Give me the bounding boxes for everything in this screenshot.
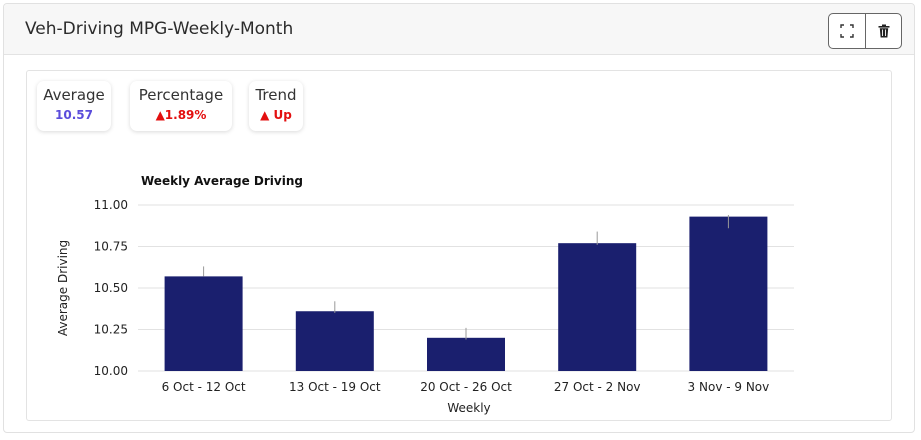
widget-card: Veh-Driving MPG-Weekly-Month Average bbox=[3, 3, 915, 433]
x-tick-label: 13 Oct - 19 Oct bbox=[289, 380, 381, 394]
kpi-percentage: Percentage ▲1.89% bbox=[130, 81, 232, 131]
expand-button[interactable] bbox=[829, 14, 865, 48]
x-tick-label: 3 Nov - 9 Nov bbox=[688, 380, 770, 394]
card-header: Veh-Driving MPG-Weekly-Month bbox=[4, 4, 914, 55]
bar-chart: Weekly Average Driving 10.0010.2510.5010… bbox=[56, 174, 794, 415]
kpi-trend-value: ▲ Up bbox=[260, 108, 292, 122]
y-tick-label: 11.00 bbox=[94, 198, 128, 212]
delete-button[interactable] bbox=[865, 14, 901, 48]
chart-panel: Average 10.57 Percentage ▲1.89% Trend ▲ … bbox=[26, 70, 892, 421]
x-axis-ticks: 6 Oct - 12 Oct 13 Oct - 19 Oct 20 Oct - 26… bbox=[162, 380, 770, 394]
y-tick-label: 10.25 bbox=[94, 323, 128, 337]
y-tick-label: 10.75 bbox=[94, 240, 128, 254]
y-tick-label: 10.50 bbox=[94, 281, 128, 295]
bar bbox=[689, 216, 768, 371]
header-actions bbox=[828, 13, 902, 49]
y-tick-label: 10.00 bbox=[94, 364, 128, 378]
x-tick-label: 20 Oct - 26 Oct bbox=[420, 380, 512, 394]
kpi-average-label: Average bbox=[43, 86, 105, 104]
chart-bars bbox=[164, 214, 768, 371]
kpi-average: Average 10.57 bbox=[37, 81, 111, 131]
kpi-average-value: 10.57 bbox=[55, 108, 93, 122]
chart-gridlines bbox=[138, 204, 794, 372]
kpi-trend: Trend ▲ Up bbox=[249, 81, 303, 131]
kpi-percentage-value: ▲1.89% bbox=[155, 108, 207, 122]
x-axis-label: Weekly bbox=[447, 401, 490, 415]
trash-icon bbox=[878, 24, 889, 38]
bar bbox=[558, 243, 637, 371]
x-tick-label: 6 Oct - 12 Oct bbox=[162, 380, 246, 394]
kpi-percentage-label: Percentage bbox=[138, 86, 224, 104]
x-tick-label: 27 Oct - 2 Nov bbox=[554, 380, 641, 394]
expand-icon bbox=[840, 24, 854, 38]
y-axis-label: Average Driving bbox=[56, 240, 70, 336]
widget-title: Veh-Driving MPG-Weekly-Month bbox=[25, 19, 294, 39]
kpi-trend-label: Trend bbox=[255, 86, 297, 104]
bar bbox=[295, 311, 374, 371]
bar bbox=[427, 337, 505, 371]
chart-title: Weekly Average Driving bbox=[141, 174, 303, 188]
bar bbox=[164, 276, 243, 371]
y-axis-ticks: 10.00 10.25 10.50 10.75 11.00 bbox=[94, 198, 128, 378]
